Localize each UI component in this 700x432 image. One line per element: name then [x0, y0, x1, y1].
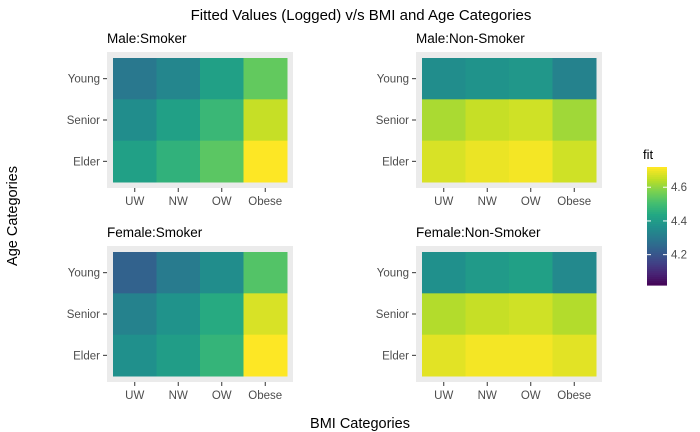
heatmap-cell [553, 252, 597, 294]
x-tick-label: Obese [557, 390, 591, 402]
x-tick-label: UW [434, 390, 453, 402]
heatmap-cell [466, 335, 510, 377]
heatmap-cell [553, 293, 597, 335]
x-tick-label: OW [212, 390, 232, 402]
y-tick-label: Senior [67, 309, 100, 321]
heatmap-cell [200, 293, 244, 335]
heatmap-cell [157, 252, 201, 294]
panel-title: Female:Non-Smoker [416, 225, 541, 240]
heatmap-cell [157, 58, 201, 100]
y-tick-label: Young [68, 74, 100, 86]
heatmap-cell [113, 293, 157, 335]
heatmap-cell [113, 252, 157, 294]
y-tick-label: Elder [382, 350, 409, 362]
facet-panel: Female:Non-Smoker UW NW OW Obese Young Senior E… [376, 225, 602, 402]
y-tick-label: Senior [376, 115, 409, 127]
legend-colorbar-segment [647, 283, 667, 286]
x-tick-label: Obese [248, 390, 282, 402]
legend-tick-label: 4.2 [671, 250, 687, 262]
y-tick-label: Elder [382, 156, 409, 168]
heatmap-cell [553, 141, 597, 183]
heatmap-cell [422, 58, 466, 100]
x-tick-label: OW [212, 196, 232, 208]
heatmap-cell [466, 58, 510, 100]
panel-title: Male:Non-Smoker [416, 31, 525, 46]
x-tick-label: Obese [557, 196, 591, 208]
y-tick-label: Young [377, 268, 409, 280]
facet-panel: Female:Smoker UW NW OW Obese Young Senior Elder [67, 225, 293, 402]
x-tick-label: NW [478, 196, 497, 208]
x-tick-label: UW [434, 196, 453, 208]
heatmap-cell [466, 99, 510, 141]
y-tick-label: Senior [67, 115, 100, 127]
y-axis-title: Age Categories [5, 166, 21, 266]
heatmap-cell [157, 99, 201, 141]
legend-title: fit [643, 147, 654, 162]
heatmap-cell [244, 293, 288, 335]
heatmap-cell [553, 99, 597, 141]
heatmap-cell [422, 293, 466, 335]
facet-panel: Male:Smoker UW NW OW Obese Young Senior Elder [67, 31, 293, 208]
x-tick-label: NW [169, 196, 188, 208]
heatmap-cell [157, 141, 201, 183]
heatmap-cell [200, 252, 244, 294]
x-tick-label: NW [169, 390, 188, 402]
heatmap-cell [509, 293, 553, 335]
heatmap-cell [244, 99, 288, 141]
heatmap-cell [244, 335, 288, 377]
x-tick-label: UW [125, 196, 144, 208]
heatmap-cell [157, 293, 201, 335]
heatmap-cell [244, 141, 288, 183]
heatmap-cell [422, 99, 466, 141]
heatmap-cell [553, 335, 597, 377]
y-tick-label: Senior [376, 309, 409, 321]
heatmap-cell [200, 58, 244, 100]
x-tick-label: Obese [248, 196, 282, 208]
legend-tick-label: 4.6 [671, 182, 687, 194]
heatmap-cell [200, 141, 244, 183]
y-tick-label: Elder [73, 156, 100, 168]
panel-title: Female:Smoker [107, 225, 203, 240]
heatmap-cell [422, 141, 466, 183]
heatmap-cell [113, 335, 157, 377]
heatmap-cell [466, 252, 510, 294]
heatmap-cell [509, 252, 553, 294]
heatmap-cell [244, 252, 288, 294]
legend-tick-label: 4.4 [671, 216, 688, 228]
heatmap-cell [113, 58, 157, 100]
color-legend: fit 4.2 4.4 4.6 [643, 147, 688, 286]
heatmap-cell [157, 335, 201, 377]
x-tick-label: NW [478, 390, 497, 402]
x-tick-label: OW [521, 196, 541, 208]
heatmap-cell [113, 99, 157, 141]
heatmap-cell [200, 99, 244, 141]
y-tick-label: Young [68, 268, 100, 280]
heatmap-cell [466, 141, 510, 183]
heatmap-cell [553, 58, 597, 100]
heatmap-cell [244, 58, 288, 100]
heatmap-cell [509, 99, 553, 141]
heatmap-cell [466, 293, 510, 335]
heatmap-cell [113, 141, 157, 183]
heatmap-cell [422, 335, 466, 377]
x-axis-title: BMI Categories [310, 416, 410, 432]
heatmap-cell [422, 252, 466, 294]
y-tick-label: Young [377, 74, 409, 86]
heatmap-cell [509, 141, 553, 183]
heatmap-cell [509, 335, 553, 377]
chart-title: Fitted Values (Logged) v/s BMI and Age C… [191, 7, 532, 24]
panel-title: Male:Smoker [107, 31, 187, 46]
heatmap-cell [200, 335, 244, 377]
facet-panel: Male:Non-Smoker UW NW OW Obese Young Senior Eld… [376, 31, 602, 208]
y-tick-label: Elder [73, 350, 100, 362]
heatmap-cell [509, 58, 553, 100]
x-tick-label: UW [125, 390, 144, 402]
x-tick-label: OW [521, 390, 541, 402]
